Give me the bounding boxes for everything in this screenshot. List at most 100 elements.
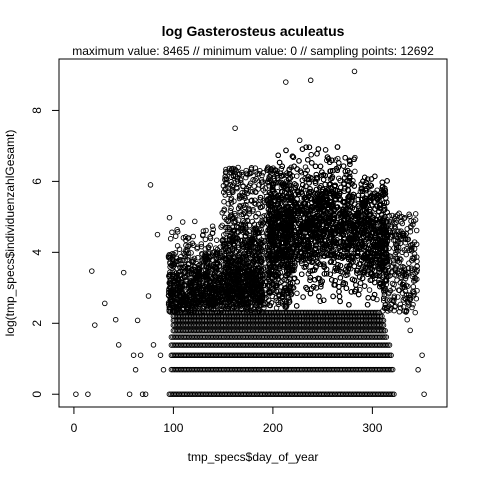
data-point [383,334,390,340]
data-point [198,290,205,296]
data-point [195,265,201,271]
data-point [388,366,394,373]
data-point [200,232,206,238]
data-point [388,352,394,359]
data-point [189,240,196,247]
data-point [169,229,175,236]
data-point [196,293,202,300]
data-point [187,279,194,286]
data-point [209,230,216,237]
data-point [185,265,191,271]
data-point [389,366,396,373]
data-point [188,307,194,314]
data-point [172,278,179,284]
data-point [179,264,186,270]
data-point [206,264,213,271]
data-points [73,68,427,397]
data-point [192,294,199,300]
data-point [192,287,198,294]
data-point [185,235,191,241]
data-point [166,274,173,280]
data-point [200,228,207,234]
data-point [294,290,300,297]
data-point [317,298,324,304]
data-point [203,251,209,258]
data-point [194,245,200,252]
data-point [386,366,393,373]
data-point [379,327,385,334]
data-point [391,391,397,397]
data-point [173,307,180,314]
chart-title: log Gasterosteus aculeatus [162,23,345,39]
data-point [383,342,390,348]
data-point [167,235,174,242]
data-point [206,254,213,261]
data-point [192,218,198,225]
data-point [211,282,218,289]
data-point [387,391,394,397]
data-point [200,308,206,314]
data-point [170,286,177,292]
data-point [176,303,183,310]
data-point [186,284,192,291]
data-point [182,294,188,300]
data-point [302,164,309,170]
data-point [385,342,391,348]
data-point [209,223,216,229]
data-point [210,301,216,308]
data-point [176,246,183,252]
data-point [208,283,215,289]
data-point [187,292,193,298]
data-point [212,300,219,306]
data-point [174,229,181,235]
data-point [202,270,209,276]
data-point [175,258,181,265]
data-point [357,286,363,293]
data-point [168,302,175,308]
data-point [389,391,396,397]
data-point [189,257,196,263]
data-point [215,277,222,284]
data-point [205,284,211,290]
data-point [198,264,205,270]
data-point [177,254,184,260]
data-point [171,261,178,267]
data-point [182,269,189,275]
data-point [173,304,180,311]
data-point [167,259,173,266]
data-point [294,173,300,179]
data-point [193,304,200,310]
data-point [298,169,305,176]
data-point [225,300,231,306]
data-point [327,259,334,266]
data-point [195,254,201,261]
data-point [205,244,212,250]
data-point [216,263,222,270]
data-point [185,302,192,309]
data-point [207,242,213,249]
data-point [166,308,173,315]
data-point [216,281,223,287]
data-point [166,214,173,221]
data-point [168,299,174,305]
data-point [199,258,205,264]
data-point [191,300,198,306]
data-point [203,260,209,267]
data-point [172,250,179,256]
data-point [182,264,189,270]
data-point [188,290,195,297]
data-point [195,282,202,288]
data-point [380,327,387,334]
data-point [213,302,220,309]
data-point [188,250,194,256]
data-point [296,137,303,144]
data-point [386,352,393,359]
data-point [210,226,216,233]
data-point [213,237,220,243]
data-point [194,268,200,275]
data-point [172,233,179,239]
data-point [200,297,207,304]
data-point [199,305,206,312]
data-point [202,301,208,308]
